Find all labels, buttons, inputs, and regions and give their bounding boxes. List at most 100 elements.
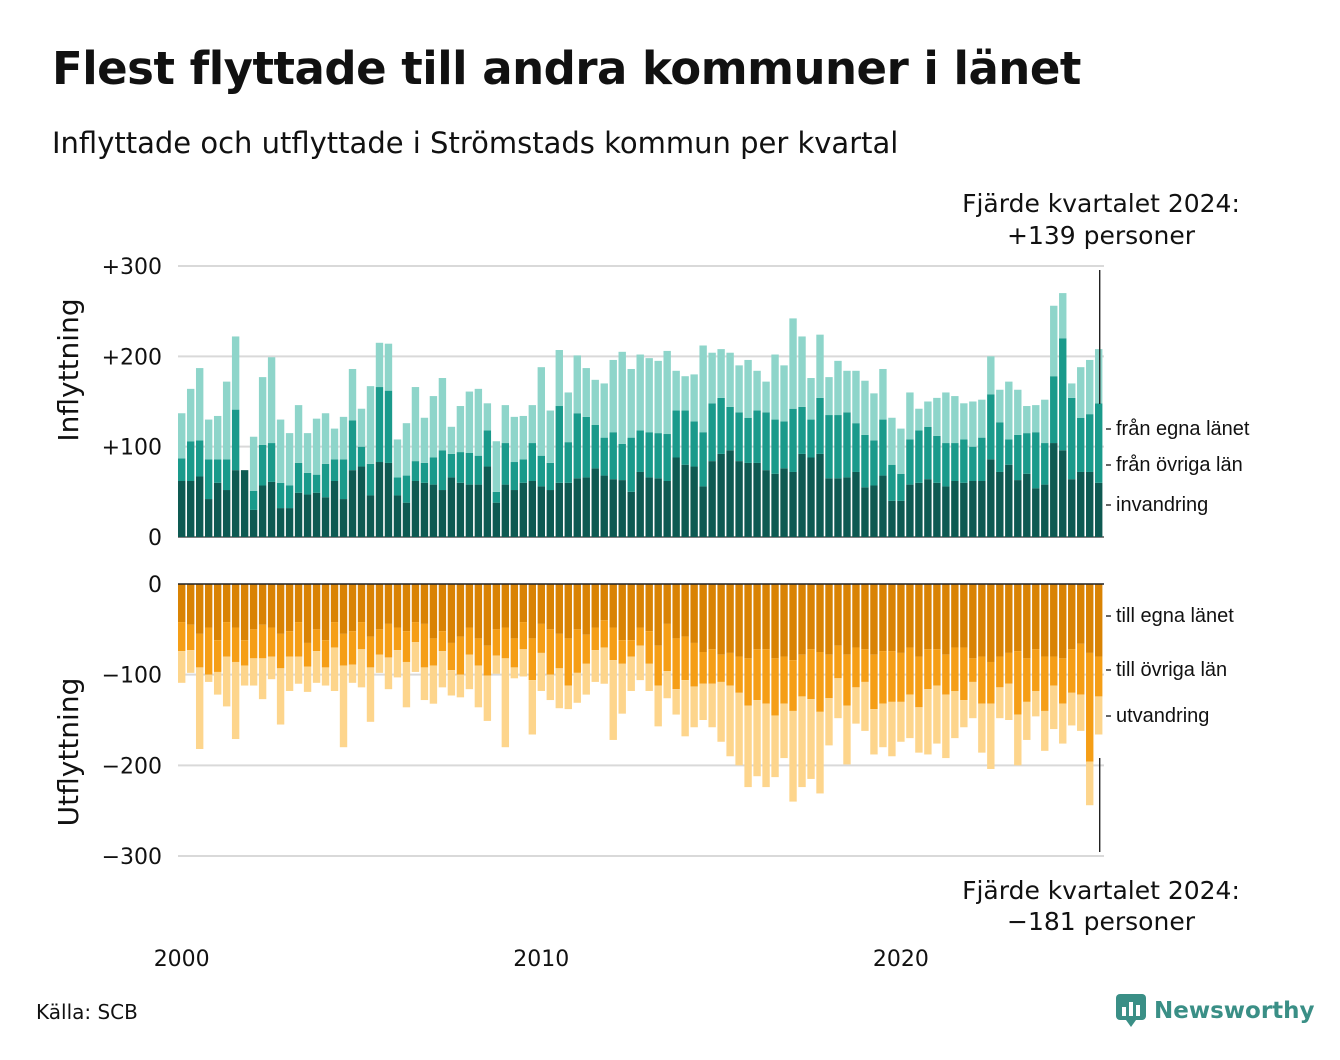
- bar-top-0-56: [681, 464, 689, 537]
- bar-top-0-1: [186, 480, 195, 537]
- bar-bottom-0-47: [600, 584, 608, 621]
- bar-bottom-1-71: [816, 652, 824, 712]
- bar-bottom-1-56: [681, 636, 689, 681]
- bar-bottom-0-67: [780, 584, 788, 657]
- bar-bottom-0-83: [924, 584, 932, 650]
- bar-top-2-63: [744, 359, 752, 418]
- bar-top-2-29: [438, 378, 447, 451]
- bar-top-2-20: [357, 408, 366, 447]
- bar-top-1-95: [1032, 432, 1040, 489]
- bar-bottom-2-14: [303, 666, 312, 692]
- bar-top-1-83: [924, 426, 932, 480]
- bar-top-1-41: [546, 462, 554, 491]
- bar-top-2-19: [348, 368, 357, 421]
- bar-bottom-1-67: [780, 656, 788, 704]
- bar-bottom-0-10: [267, 584, 276, 628]
- bar-bottom-1-81: [906, 647, 914, 695]
- bar-top-0-11: [276, 508, 285, 537]
- bar-bottom-0-34: [483, 584, 492, 646]
- bar-top-0-16: [321, 497, 330, 537]
- bar-bottom-0-43: [564, 584, 572, 639]
- bar-top-0-30: [447, 477, 456, 537]
- bar-bottom-2-50: [627, 656, 635, 691]
- bar-top-2-90: [987, 356, 995, 395]
- bar-top-1-19: [348, 420, 357, 471]
- bar-top-0-71: [816, 453, 824, 537]
- bar-bottom-0-54: [663, 584, 671, 624]
- bar-bottom-2-52: [645, 663, 653, 691]
- bar-top-0-31: [456, 482, 465, 537]
- bar-top-0-24: [393, 495, 402, 537]
- bar-top-0-12: [285, 508, 294, 537]
- bar-bottom-2-57: [690, 686, 698, 728]
- bar-top-1-80: [897, 473, 905, 501]
- bar-top-1-78: [879, 419, 887, 476]
- bar-bottom-2-72: [825, 698, 833, 746]
- bar-bottom-0-99: [1068, 584, 1076, 650]
- bar-top-2-97: [1050, 305, 1058, 377]
- bar-top-0-34: [483, 466, 492, 537]
- bar-top-1-72: [825, 415, 833, 479]
- bar-bottom-2-69: [798, 696, 806, 788]
- bar-bottom-0-62: [735, 584, 743, 657]
- bar-top-2-91: [996, 389, 1004, 423]
- bar-bottom-2-99: [1068, 692, 1076, 726]
- bar-bottom-2-15: [312, 651, 321, 683]
- bar-top-1-84: [933, 435, 941, 483]
- bar-bottom-1-29: [438, 631, 447, 652]
- bar-bottom-0-2: [195, 584, 204, 634]
- bar-bottom-1-88: [969, 658, 977, 682]
- bar-top-1-10: [267, 443, 276, 482]
- bar-bottom-1-31: [456, 636, 465, 675]
- bar-bottom-0-56: [681, 584, 689, 637]
- bar-top-1-85: [942, 443, 950, 487]
- bar-bottom-1-95: [1032, 649, 1040, 691]
- bar-bottom-0-94: [1023, 584, 1031, 659]
- bar-top-1-69: [798, 406, 806, 454]
- bar-top-0-15: [312, 492, 321, 537]
- bar-top-0-44: [573, 478, 581, 537]
- bar-top-0-39: [528, 480, 537, 537]
- bar-bottom-1-39: [528, 638, 537, 681]
- bar-bottom-1-28: [429, 638, 438, 666]
- bar-top-0-37: [510, 490, 519, 537]
- bar-top-1-94: [1023, 433, 1031, 474]
- callout-line1-top: Fjärde kvartalet 2024:: [962, 189, 1240, 218]
- bar-top-0-74: [843, 477, 851, 537]
- bar-bottom-1-21: [366, 636, 375, 668]
- bar-top-0-67: [780, 468, 788, 537]
- bar-bottom-0-70: [807, 584, 815, 650]
- bar-top-1-2: [195, 440, 204, 477]
- bar-bottom-1-60: [717, 654, 725, 682]
- bar-bottom-2-55: [672, 689, 680, 715]
- bar-bottom-2-41: [546, 674, 554, 701]
- bar-top-2-31: [456, 406, 465, 453]
- bar-top-0-2: [195, 476, 204, 537]
- bar-bottom-2-75: [852, 687, 860, 724]
- bar-top-1-66: [771, 419, 779, 474]
- bar-bottom-1-18: [339, 633, 348, 666]
- bar-top-1-0: [178, 458, 186, 481]
- bar-top-2-40: [537, 367, 546, 456]
- bar-bottom-0-48: [609, 584, 617, 628]
- bar-bottom-0-84: [933, 584, 941, 650]
- bar-bottom-1-22: [375, 629, 384, 655]
- ytick-label-bottom-3: −300: [102, 845, 162, 870]
- bar-bottom-1-86: [951, 647, 959, 691]
- bar-bottom-1-96: [1041, 656, 1049, 711]
- bar-top-2-45: [582, 368, 590, 417]
- bar-top-0-46: [591, 468, 599, 537]
- bar-bottom-1-23: [384, 623, 393, 658]
- bar-top-0-58: [699, 486, 707, 537]
- bar-bottom-1-79: [888, 651, 896, 702]
- bar-bottom-2-8: [249, 658, 258, 686]
- ytick-label-bottom-2: −200: [102, 754, 162, 779]
- bar-top-1-5: [222, 459, 231, 491]
- bar-bottom-1-17: [330, 622, 339, 648]
- bar-top-2-66: [771, 354, 779, 420]
- bar-top-2-33: [474, 388, 483, 456]
- ytick-label-bottom-1: −100: [102, 664, 162, 689]
- bar-top-0-25: [402, 502, 411, 537]
- bar-top-1-79: [888, 464, 896, 501]
